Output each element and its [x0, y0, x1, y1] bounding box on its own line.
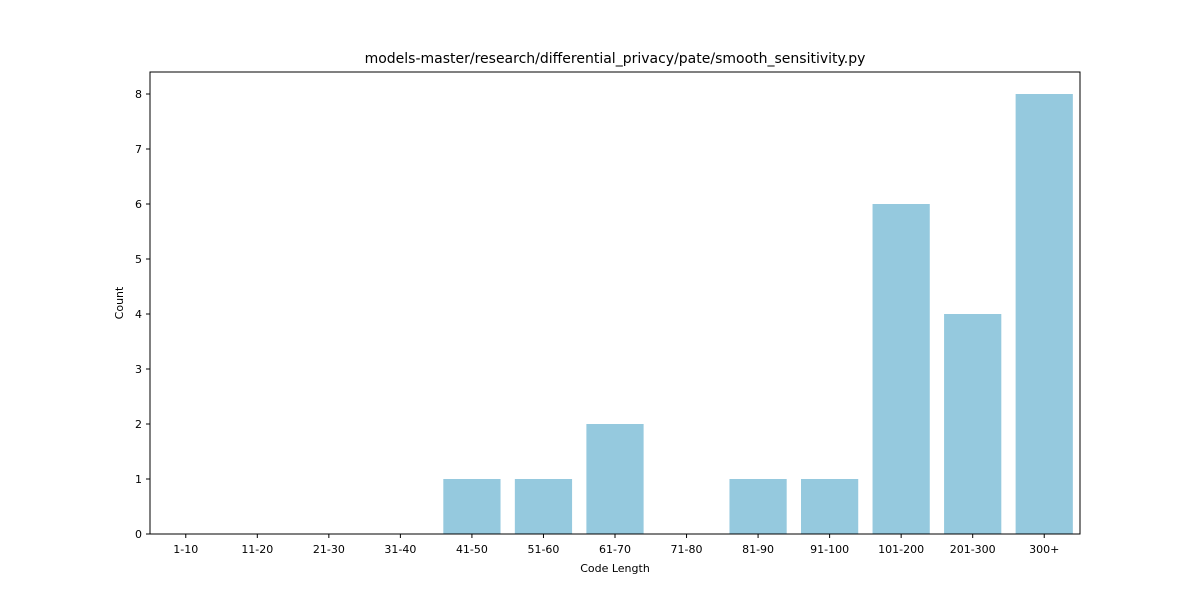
x-axis-ticks: 1-10 11-20 21-30 31-40 41-50 51-60 61-70 71-80 8… [173, 534, 1059, 556]
y-tick-label: 0 [135, 528, 142, 541]
bar-51-60 [514, 479, 573, 534]
x-tick-label: 51-60 [527, 543, 559, 556]
x-tick-label: 91-100 [810, 543, 849, 556]
x-tick-label: 101-200 [878, 543, 924, 556]
x-tick-label: 61-70 [599, 543, 631, 556]
chart-title: models-master/research/differential_priv… [365, 51, 866, 67]
bar-41-50 [443, 479, 501, 534]
x-tick-label: 1-10 [173, 543, 198, 556]
bar-91-100 [801, 479, 859, 534]
y-tick-label: 4 [135, 308, 142, 321]
bar-81-90 [729, 479, 787, 534]
y-axis-label: Count [113, 286, 126, 319]
x-tick-label: 21-30 [313, 543, 345, 556]
bar-101-200 [872, 204, 930, 534]
x-tick-label: 300+ [1029, 543, 1059, 556]
bar-300+ [1015, 94, 1073, 534]
y-tick-label: 2 [135, 418, 142, 431]
x-tick-label: 71-80 [671, 543, 703, 556]
plot-frame [149, 71, 1081, 535]
bar-61-70 [586, 424, 644, 534]
y-tick-label: 3 [135, 363, 142, 376]
bars-group [443, 94, 1073, 534]
x-tick-label: 41-50 [456, 543, 488, 556]
y-tick-label: 8 [135, 88, 142, 101]
y-tick-label: 1 [135, 473, 142, 486]
y-tick-label: 5 [135, 253, 142, 266]
y-tick-label: 6 [135, 198, 142, 211]
x-axis-label: Code Length [580, 562, 650, 575]
x-tick-label: 11-20 [241, 543, 273, 556]
x-tick-label: 31-40 [384, 543, 416, 556]
bar-201-300 [944, 314, 1002, 534]
x-tick-label: 81-90 [742, 543, 774, 556]
y-axis-ticks: 0 1 2 3 4 5 6 7 8 [135, 88, 150, 541]
x-tick-label: 201-300 [950, 543, 996, 556]
y-tick-label: 7 [135, 143, 142, 156]
